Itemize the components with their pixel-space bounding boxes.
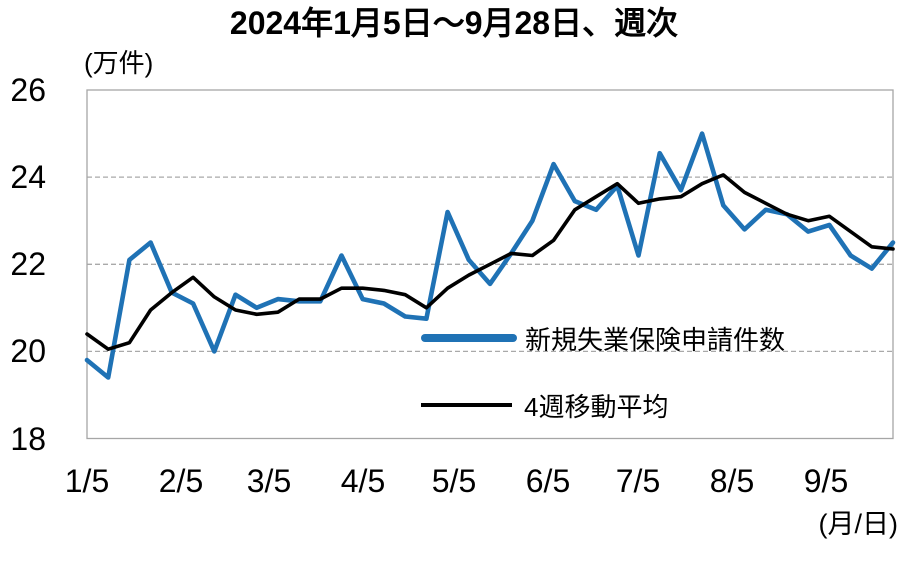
y-tick-label: 22 <box>10 246 46 282</box>
y-tick-label: 20 <box>10 333 46 369</box>
legend-item-weekly-claims: 新規失業保険申請件数 <box>421 320 785 356</box>
x-tick-label: 9/5 <box>803 463 849 499</box>
plot-border <box>86 89 894 440</box>
series-line-weekly-claims <box>84 131 896 380</box>
legend-label-moving-average: 4週移動平均 <box>524 391 669 422</box>
x-axis-unit-label: (月/日) <box>818 509 898 539</box>
legend-swatch-weekly-claims-icon <box>421 334 517 342</box>
y-axis-unit-label: (万件) <box>84 48 154 78</box>
x-tick-label: 3/5 <box>246 463 292 499</box>
x-tick-label: 7/5 <box>615 463 661 499</box>
y-tick-label: 18 <box>10 421 46 457</box>
x-tick-label: 8/5 <box>709 463 755 499</box>
x-tick-label: 5/5 <box>431 463 477 499</box>
chart-title: 2024年1月5日～9月28日、週次 <box>229 5 679 41</box>
y-tick-label: 26 <box>10 72 46 108</box>
y-tick-label: 24 <box>10 159 46 195</box>
x-tick-label: 1/5 <box>64 463 110 499</box>
x-tick-label: 2/5 <box>158 463 204 499</box>
series-line-moving-average <box>85 173 895 352</box>
legend-item-moving-average: 4週移動平均 <box>421 387 668 423</box>
x-tick-label: 6/5 <box>525 463 571 499</box>
legend-label-weekly-claims: 新規失業保険申請件数 <box>525 324 786 355</box>
legend-swatch-moving-average-icon <box>421 403 512 407</box>
x-tick-label: 4/5 <box>340 463 386 499</box>
